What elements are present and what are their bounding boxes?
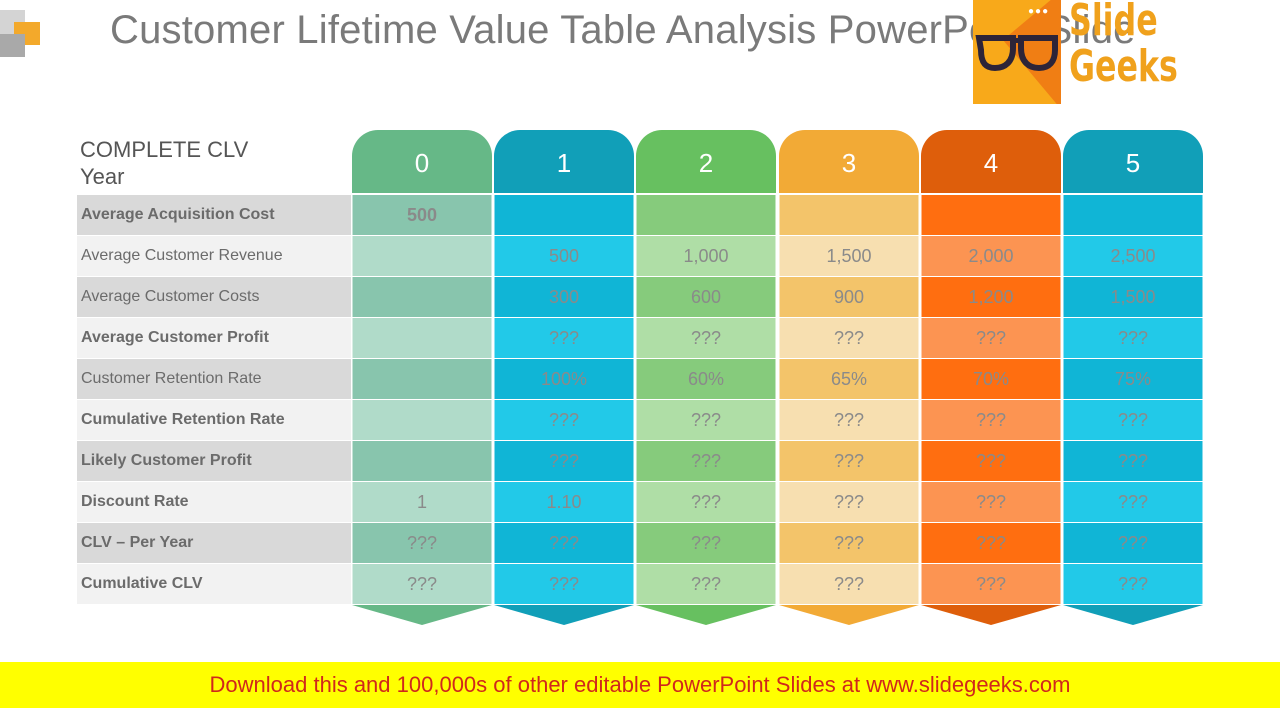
table-cell: [352, 277, 492, 317]
table-cell: [352, 236, 492, 276]
year-header: 2: [636, 130, 776, 193]
chevron-down-icon: [1063, 605, 1203, 625]
table-cell: ???: [1063, 482, 1203, 522]
table-cell: 100%: [494, 359, 634, 399]
table-cell: 500: [494, 236, 634, 276]
table-cell: ???: [1063, 564, 1203, 604]
table-cell: 1: [352, 482, 492, 522]
table-cell: ???: [779, 482, 919, 522]
table-cell: [494, 195, 634, 235]
row-label: Cumulative CLV: [77, 564, 351, 604]
table-cell: 2,500: [1063, 236, 1203, 276]
year-column-5: 5 2,500 1,500??? 75%???????????????: [1063, 130, 1203, 625]
year-header: 4: [921, 130, 1061, 193]
table-cell: ???: [352, 564, 492, 604]
table-cell: ???: [494, 441, 634, 481]
chevron-down-icon: [779, 605, 919, 625]
table-cell: 1,500: [779, 236, 919, 276]
table-cell: ???: [921, 482, 1061, 522]
table-cell: 1,500: [1063, 277, 1203, 317]
slidegeeks-logo: ●●● Slide Geeks: [973, 0, 1178, 104]
table-cell: ???: [921, 441, 1061, 481]
table-cell: ???: [494, 523, 634, 563]
table-cell: 60%: [636, 359, 776, 399]
year-column-4: 4 2,000 1,200??? 70%???????????????: [921, 130, 1061, 625]
year-column-0: 0 500 1??????: [352, 130, 492, 625]
table-cell: ???: [779, 400, 919, 440]
table-cell: [1063, 195, 1203, 235]
page-title: Customer Lifetime Value Table Analysis P…: [110, 8, 1136, 52]
table-cell: ???: [636, 564, 776, 604]
table-cell: 1.10: [494, 482, 634, 522]
table-cell: ???: [779, 523, 919, 563]
year-header: 3: [779, 130, 919, 193]
table-cell: ???: [921, 523, 1061, 563]
chevron-down-icon: [636, 605, 776, 625]
year-column-2: 2 1,000 600??? 60%???????????????: [636, 130, 776, 625]
row-label: Average Customer Revenue: [77, 236, 351, 276]
table-cell: ???: [636, 400, 776, 440]
table-cell: ???: [921, 400, 1061, 440]
table-header-label: COMPLETE CLV Year: [80, 137, 249, 189]
table-cell: 500: [352, 195, 492, 235]
year-header: 0: [352, 130, 492, 193]
table-cell: 70%: [921, 359, 1061, 399]
row-label: Likely Customer Profit: [77, 441, 351, 481]
row-label: Average Acquisition Cost: [77, 195, 351, 235]
chevron-down-icon: [921, 605, 1061, 625]
table-cell: [352, 359, 492, 399]
row-label: Average Customer Profit: [77, 318, 351, 358]
year-header: 5: [1063, 130, 1203, 193]
table-cell: ???: [1063, 523, 1203, 563]
table-cell: [921, 195, 1061, 235]
row-label: CLV – Per Year: [77, 523, 351, 563]
table-cell: ???: [636, 482, 776, 522]
chevron-down-icon: [352, 605, 492, 625]
table-cell: 75%: [1063, 359, 1203, 399]
table-cell: 65%: [779, 359, 919, 399]
logo-text: Slide Geeks: [1069, 0, 1178, 92]
table-cell: 900: [779, 277, 919, 317]
table-cell: 1,000: [636, 236, 776, 276]
table-cell: ???: [494, 318, 634, 358]
table-cell: ???: [636, 441, 776, 481]
table-cell: 600: [636, 277, 776, 317]
row-label: Discount Rate: [77, 482, 351, 522]
table-cell: ???: [779, 441, 919, 481]
row-label: Cumulative Retention Rate: [77, 400, 351, 440]
table-cell: ???: [352, 523, 492, 563]
table-cell: [352, 318, 492, 358]
table-cell: 1,200: [921, 277, 1061, 317]
table-cell: ???: [494, 400, 634, 440]
table-cell: [779, 195, 919, 235]
table-cell: ???: [636, 523, 776, 563]
table-cell: 2,000: [921, 236, 1061, 276]
table-cell: ???: [1063, 318, 1203, 358]
table-cell: ???: [779, 564, 919, 604]
year-header: 1: [494, 130, 634, 193]
logo-glasses-icon: ●●●: [973, 0, 1061, 104]
year-column-3: 3 1,500 900??? 65%???????????????: [779, 130, 919, 625]
row-label: Customer Retention Rate: [77, 359, 351, 399]
table-cell: [352, 441, 492, 481]
table-cell: ???: [1063, 441, 1203, 481]
table-cell: ???: [636, 318, 776, 358]
download-banner[interactable]: Download this and 100,000s of other edit…: [0, 662, 1280, 708]
table-cell: [636, 195, 776, 235]
table-cell: ???: [494, 564, 634, 604]
corner-squares-icon: [0, 0, 40, 60]
table-cell: [352, 400, 492, 440]
table-cell: 300: [494, 277, 634, 317]
table-cell: ???: [1063, 400, 1203, 440]
table-cell: ???: [921, 318, 1061, 358]
row-label: Average Customer Costs: [77, 277, 351, 317]
year-column-1: 1 500 300??? 100%?????? 1.10??????: [494, 130, 634, 625]
chevron-down-icon: [494, 605, 634, 625]
table-cell: ???: [921, 564, 1061, 604]
table-cell: ???: [779, 318, 919, 358]
